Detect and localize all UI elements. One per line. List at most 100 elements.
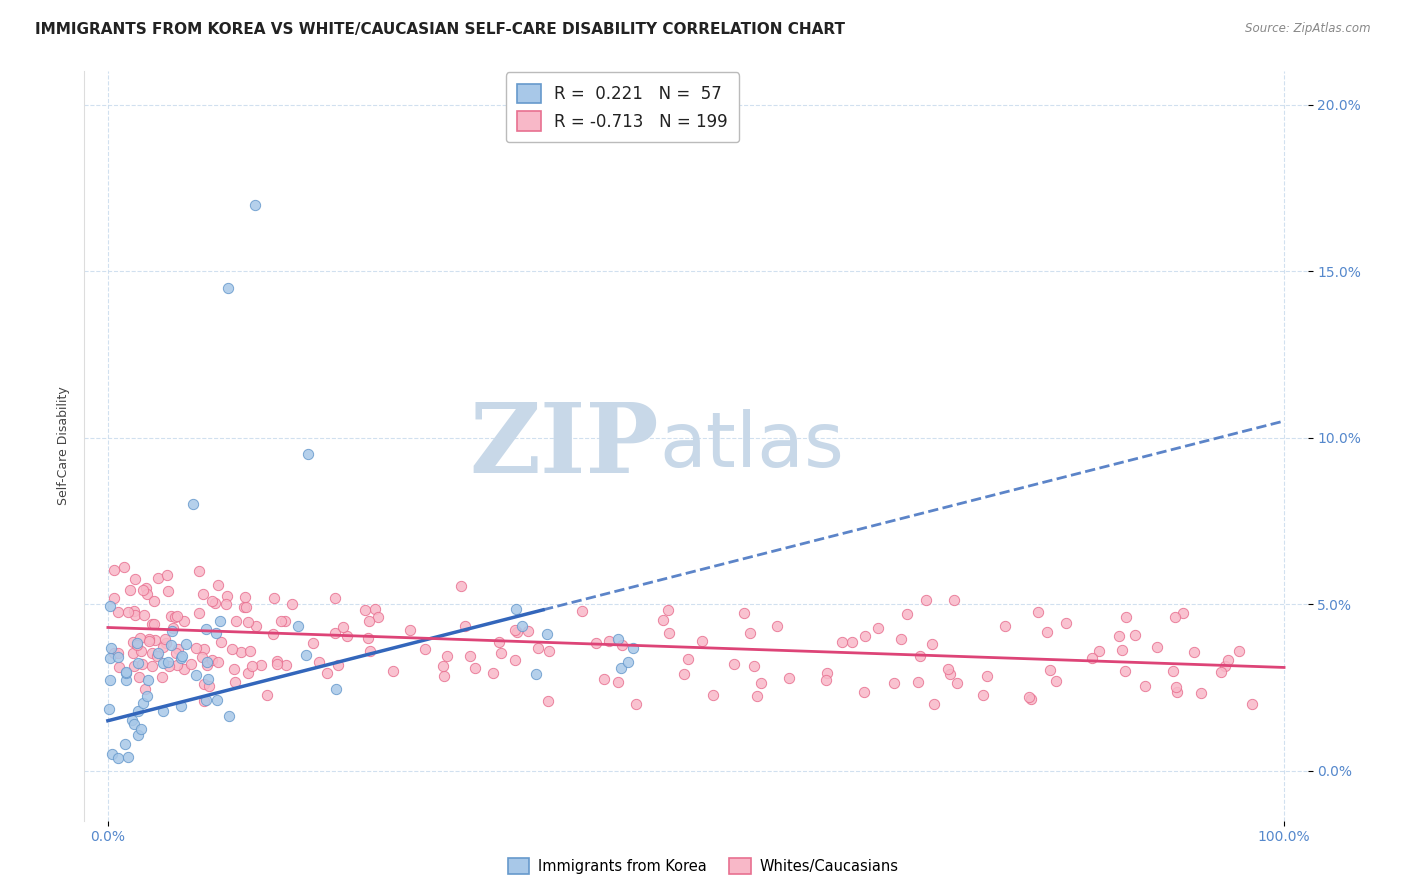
Point <box>692 634 714 648</box>
Point <box>224 662 246 676</box>
Point <box>489 646 512 660</box>
Point <box>505 625 527 640</box>
Point <box>193 694 215 708</box>
Point <box>1019 691 1042 706</box>
Point <box>152 640 174 654</box>
Point <box>159 609 181 624</box>
Point <box>1108 629 1130 643</box>
Point <box>399 623 422 637</box>
Point <box>122 658 145 673</box>
Point <box>536 626 558 640</box>
Point <box>482 665 505 680</box>
Point <box>868 621 890 635</box>
Point <box>433 669 456 683</box>
Point <box>1111 643 1133 657</box>
Point <box>180 657 202 672</box>
Point <box>733 606 755 620</box>
Point <box>1161 664 1184 678</box>
Text: Source: ZipAtlas.com: Source: ZipAtlas.com <box>1246 22 1371 36</box>
Point <box>145 633 167 648</box>
Point <box>357 614 380 628</box>
Point <box>141 659 163 673</box>
Y-axis label: Self-Care Disability: Self-Care Disability <box>58 386 70 506</box>
Point <box>243 197 266 211</box>
Point <box>103 646 125 660</box>
Point <box>1164 680 1187 694</box>
Point <box>571 604 593 618</box>
Point <box>274 614 297 628</box>
Point <box>121 713 143 727</box>
Point <box>238 615 260 630</box>
Point <box>413 641 436 656</box>
Point <box>454 618 477 632</box>
Point <box>890 632 912 646</box>
Point <box>814 673 837 687</box>
Point <box>131 657 153 671</box>
Point <box>165 646 187 660</box>
Point <box>156 567 179 582</box>
Point <box>186 640 208 655</box>
Point <box>145 648 167 663</box>
Point <box>524 667 547 681</box>
Point <box>162 621 184 635</box>
Point <box>128 670 150 684</box>
Point <box>136 689 159 703</box>
Point <box>208 614 231 628</box>
Point <box>142 616 165 631</box>
Point <box>215 597 238 611</box>
Point <box>359 644 381 658</box>
Point <box>942 593 965 607</box>
Point <box>191 650 214 665</box>
Point <box>896 607 918 622</box>
Point <box>936 662 959 676</box>
Point <box>136 587 159 601</box>
Point <box>593 672 616 686</box>
Point <box>510 619 533 633</box>
Point <box>742 659 765 673</box>
Point <box>274 657 297 672</box>
Point <box>607 632 630 646</box>
Point <box>778 671 800 685</box>
Point <box>1218 653 1240 667</box>
Point <box>186 668 208 682</box>
Point <box>266 657 288 671</box>
Point <box>100 641 122 656</box>
Point <box>98 673 121 687</box>
Point <box>516 624 538 639</box>
Point <box>152 705 174 719</box>
Point <box>172 648 194 663</box>
Point <box>108 659 131 673</box>
Point <box>749 675 772 690</box>
Point <box>672 667 695 681</box>
Point <box>160 638 183 652</box>
Point <box>621 641 644 656</box>
Point <box>1081 650 1104 665</box>
Point <box>815 666 838 681</box>
Point <box>217 281 239 295</box>
Point <box>193 641 215 656</box>
Point <box>153 632 176 646</box>
Point <box>1173 607 1195 621</box>
Point <box>166 658 188 673</box>
Point <box>432 659 454 673</box>
Point <box>367 610 389 624</box>
Point <box>994 618 1017 632</box>
Point <box>747 689 769 703</box>
Point <box>114 665 136 680</box>
Legend: R =  0.221   N =  57, R = -0.713   N = 199: R = 0.221 N = 57, R = -0.713 N = 199 <box>506 72 740 143</box>
Point <box>1135 679 1157 693</box>
Point <box>107 649 129 664</box>
Point <box>127 727 149 741</box>
Point <box>323 625 346 640</box>
Point <box>1087 644 1109 658</box>
Point <box>112 560 135 574</box>
Point <box>195 622 218 636</box>
Point <box>308 655 330 669</box>
Point <box>945 676 967 690</box>
Point <box>297 447 319 461</box>
Point <box>166 609 188 624</box>
Point <box>98 701 121 715</box>
Point <box>503 653 526 667</box>
Point <box>173 614 195 628</box>
Point <box>740 625 762 640</box>
